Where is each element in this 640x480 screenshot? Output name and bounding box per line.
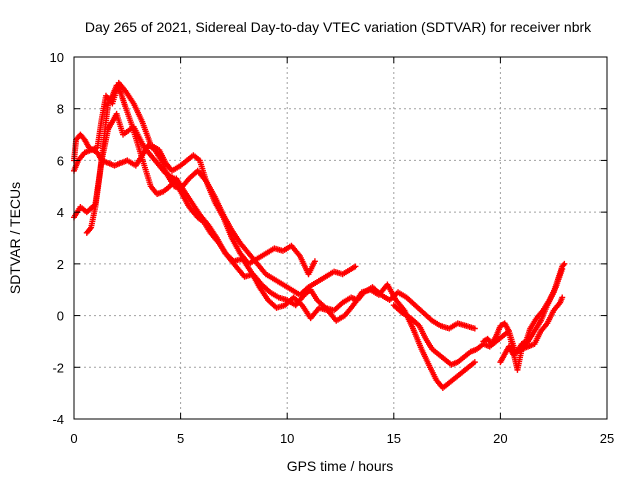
y-tick-label: 4 (57, 205, 64, 220)
data-point (561, 260, 568, 267)
data-point (352, 263, 359, 270)
series-track-d (83, 82, 478, 391)
data-point (559, 294, 566, 301)
grid-lines (74, 57, 607, 419)
series-track-a (71, 110, 478, 332)
data-point (471, 359, 478, 366)
x-tick-label: 0 (70, 431, 77, 446)
series-track-c (71, 131, 359, 298)
plot-frame (73, 56, 608, 420)
series-track-f (480, 260, 568, 373)
y-tick-label: 0 (57, 309, 64, 324)
chart-title: Day 265 of 2021, Sidereal Day-to-day VTE… (85, 19, 592, 35)
y-tick-label: 10 (50, 50, 64, 65)
x-tick-label: 10 (280, 431, 294, 446)
data-point (86, 225, 93, 232)
y-tick-label: -4 (52, 412, 64, 427)
y-axis-label: SDTVAR / TECUs (7, 182, 23, 294)
data-point (471, 325, 478, 332)
y-tick-label: -2 (52, 360, 64, 375)
x-tick-label: 25 (600, 431, 614, 446)
x-axis-label: GPS time / hours (287, 458, 394, 474)
x-tick-label: 15 (387, 431, 401, 446)
y-tick-label: 2 (57, 257, 64, 272)
data-point (311, 258, 318, 265)
axis-ticks: 0 5 10 15 20 25 -4 -2 0 2 4 6 8 10 (50, 50, 615, 446)
y-tick-label: 8 (57, 102, 64, 117)
series-track-g (497, 266, 566, 366)
x-tick-label: 5 (177, 431, 184, 446)
data-points (71, 79, 568, 391)
y-tick-label: 6 (57, 153, 64, 168)
data-point (560, 262, 567, 269)
data-point (559, 266, 566, 273)
x-tick-label: 20 (493, 431, 507, 446)
